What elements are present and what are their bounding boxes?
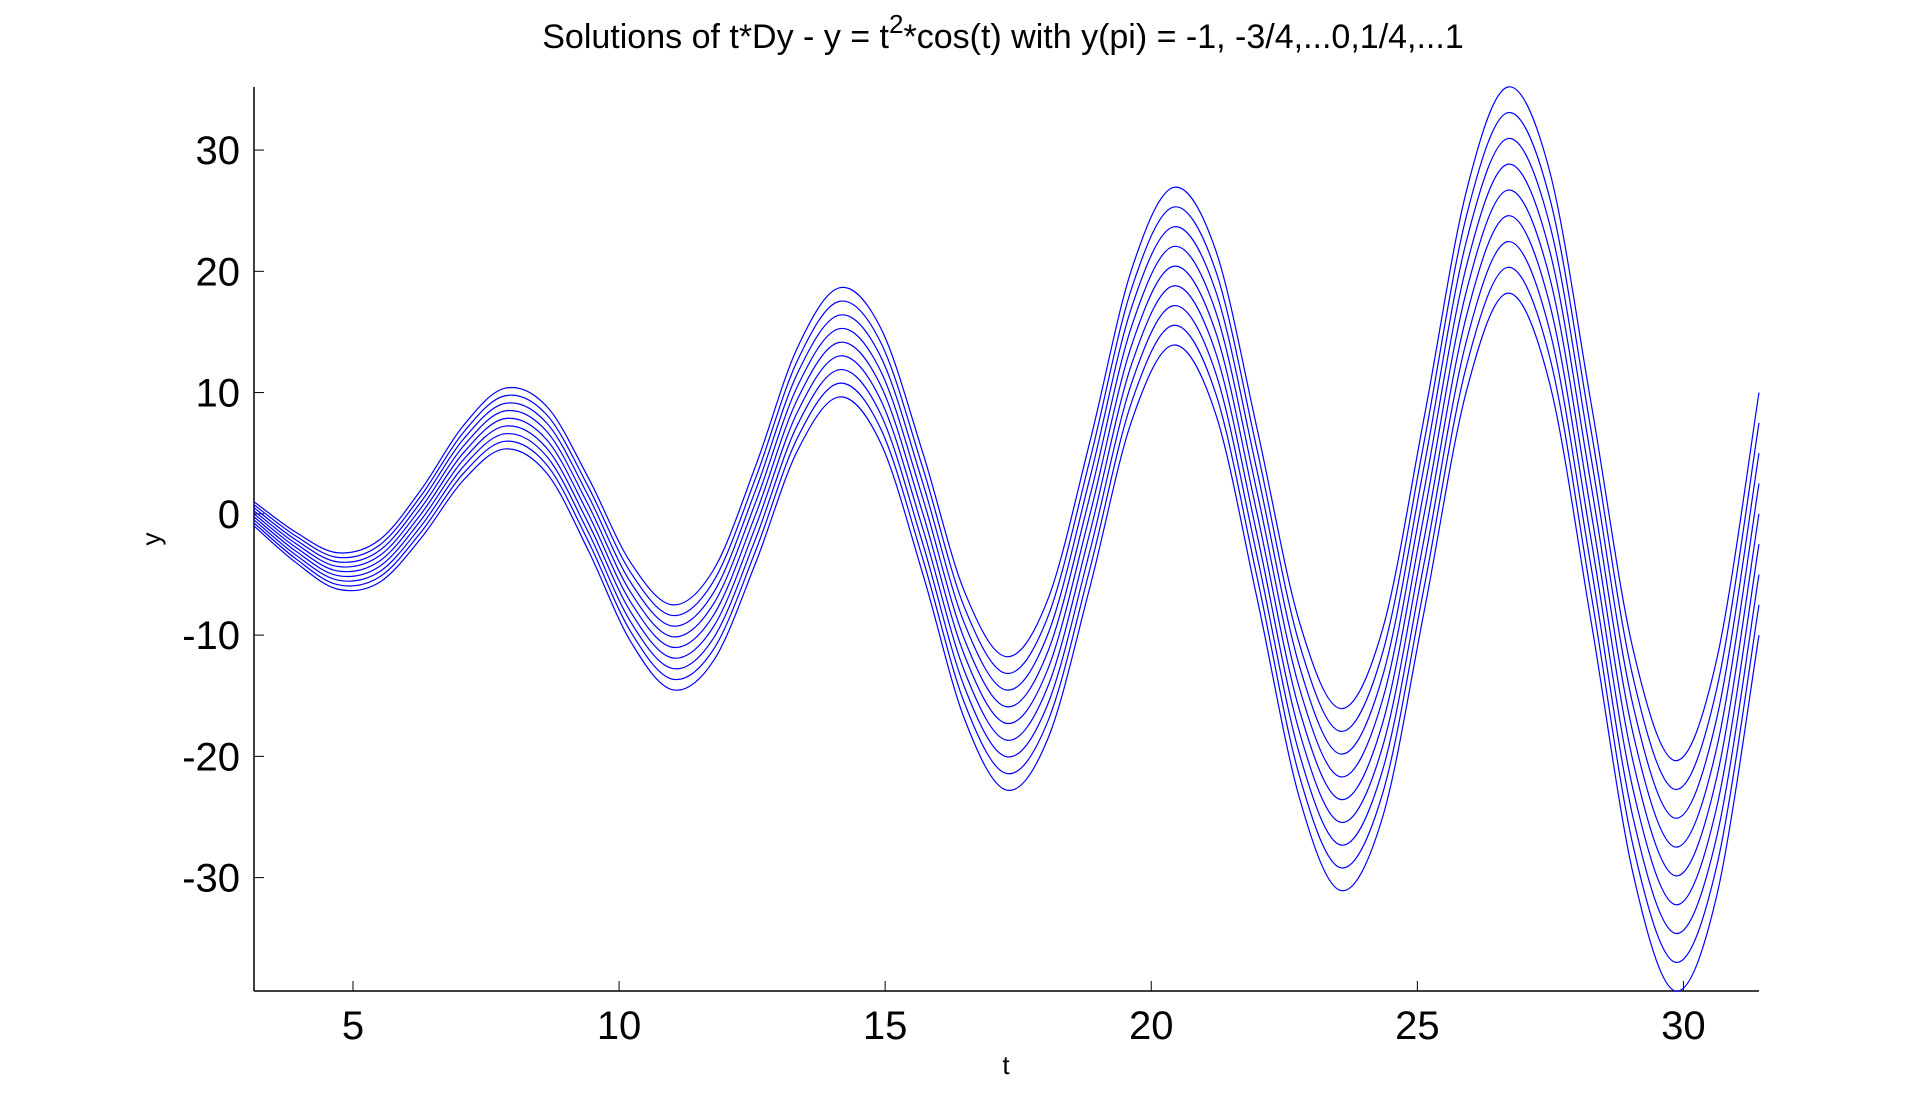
title-segment: Solutions of t*Dy - y = t [542, 18, 889, 56]
y-tick-label: 30 [196, 129, 241, 173]
series-line [253, 189, 1760, 877]
series-line [253, 163, 1760, 848]
x-tick-label: 30 [1661, 1004, 1706, 1048]
y-tick-label: -10 [182, 614, 240, 658]
y-tick-label: 0 [218, 493, 240, 537]
series-line [253, 266, 1760, 963]
x-tick-label: 10 [597, 1004, 642, 1048]
series-line [253, 112, 1760, 791]
title-segment: 2 [889, 9, 903, 39]
x-axis-label: t [1002, 1050, 1010, 1080]
y-tick-label: -20 [182, 735, 240, 779]
x-tick-label: 25 [1395, 1004, 1440, 1048]
y-tick-label: 20 [196, 250, 241, 294]
x-tick-label: 15 [863, 1004, 908, 1048]
x-tick-label: 20 [1129, 1004, 1174, 1048]
series-line [253, 137, 1760, 819]
y-tick-label: -30 [182, 857, 240, 901]
title-segment: *cos(t) with y(pi) = -1, -3/4,...0,1/4,.… [903, 18, 1463, 56]
series-line [253, 215, 1760, 906]
y-tick-label: 10 [196, 372, 241, 416]
y-axis-label: y [136, 533, 166, 546]
series-line [253, 86, 1760, 762]
x-tick-label: 5 [342, 1004, 364, 1048]
chart-title: Solutions of t*Dy - y = t2*cos(t) with y… [542, 9, 1464, 56]
series-line [253, 292, 1760, 992]
series-line [253, 241, 1760, 935]
